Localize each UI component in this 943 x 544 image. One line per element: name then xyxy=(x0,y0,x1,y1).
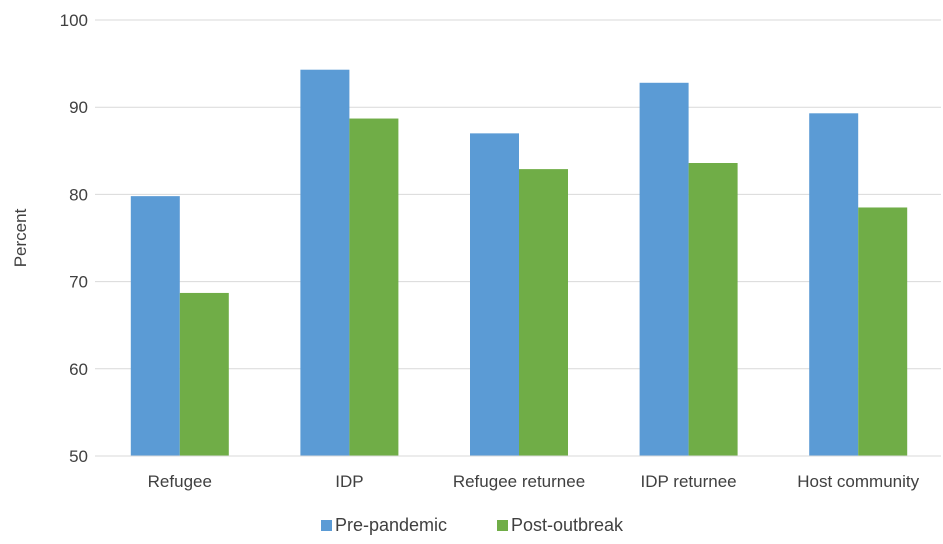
y-tick-label: 50 xyxy=(69,447,88,466)
legend-label: Pre-pandemic xyxy=(335,515,447,535)
legend-swatch xyxy=(321,520,332,531)
bar-post-outbreak xyxy=(179,292,229,456)
y-tick-label: 100 xyxy=(60,11,88,30)
bar-post-outbreak xyxy=(519,169,568,456)
y-tick-label: 60 xyxy=(69,360,88,379)
bar-pre-pandemic xyxy=(130,196,180,457)
legend-swatch xyxy=(497,520,508,531)
y-tick-label: 80 xyxy=(69,185,88,204)
y-axis-tick-labels: 50 60 70 80 90 100 xyxy=(60,11,88,466)
bar-pre-pandemic xyxy=(300,69,350,456)
x-tick-label: IDP xyxy=(335,472,363,491)
x-tick-label: Host community xyxy=(797,472,919,491)
bar-post-outbreak xyxy=(688,163,738,456)
legend: Pre-pandemic Post-outbreak xyxy=(321,515,624,535)
y-tick-label: 90 xyxy=(69,98,88,117)
bars xyxy=(130,69,908,457)
bar-pre-pandemic xyxy=(470,133,519,457)
x-tick-label: Refugee xyxy=(148,472,212,491)
bar-pre-pandemic xyxy=(639,82,689,456)
x-tick-label: Refugee returnee xyxy=(453,472,585,491)
bar-pre-pandemic xyxy=(809,113,859,456)
x-tick-label: IDP returnee xyxy=(641,472,737,491)
legend-label: Post-outbreak xyxy=(511,515,624,535)
y-tick-label: 70 xyxy=(69,273,88,292)
y-axis-title: Percent xyxy=(11,208,30,267)
bar-post-outbreak xyxy=(858,207,908,456)
x-axis-tick-labels: Refugee IDP Refugee returnee IDP returnee Ho… xyxy=(148,472,920,491)
bar-post-outbreak xyxy=(349,118,399,456)
